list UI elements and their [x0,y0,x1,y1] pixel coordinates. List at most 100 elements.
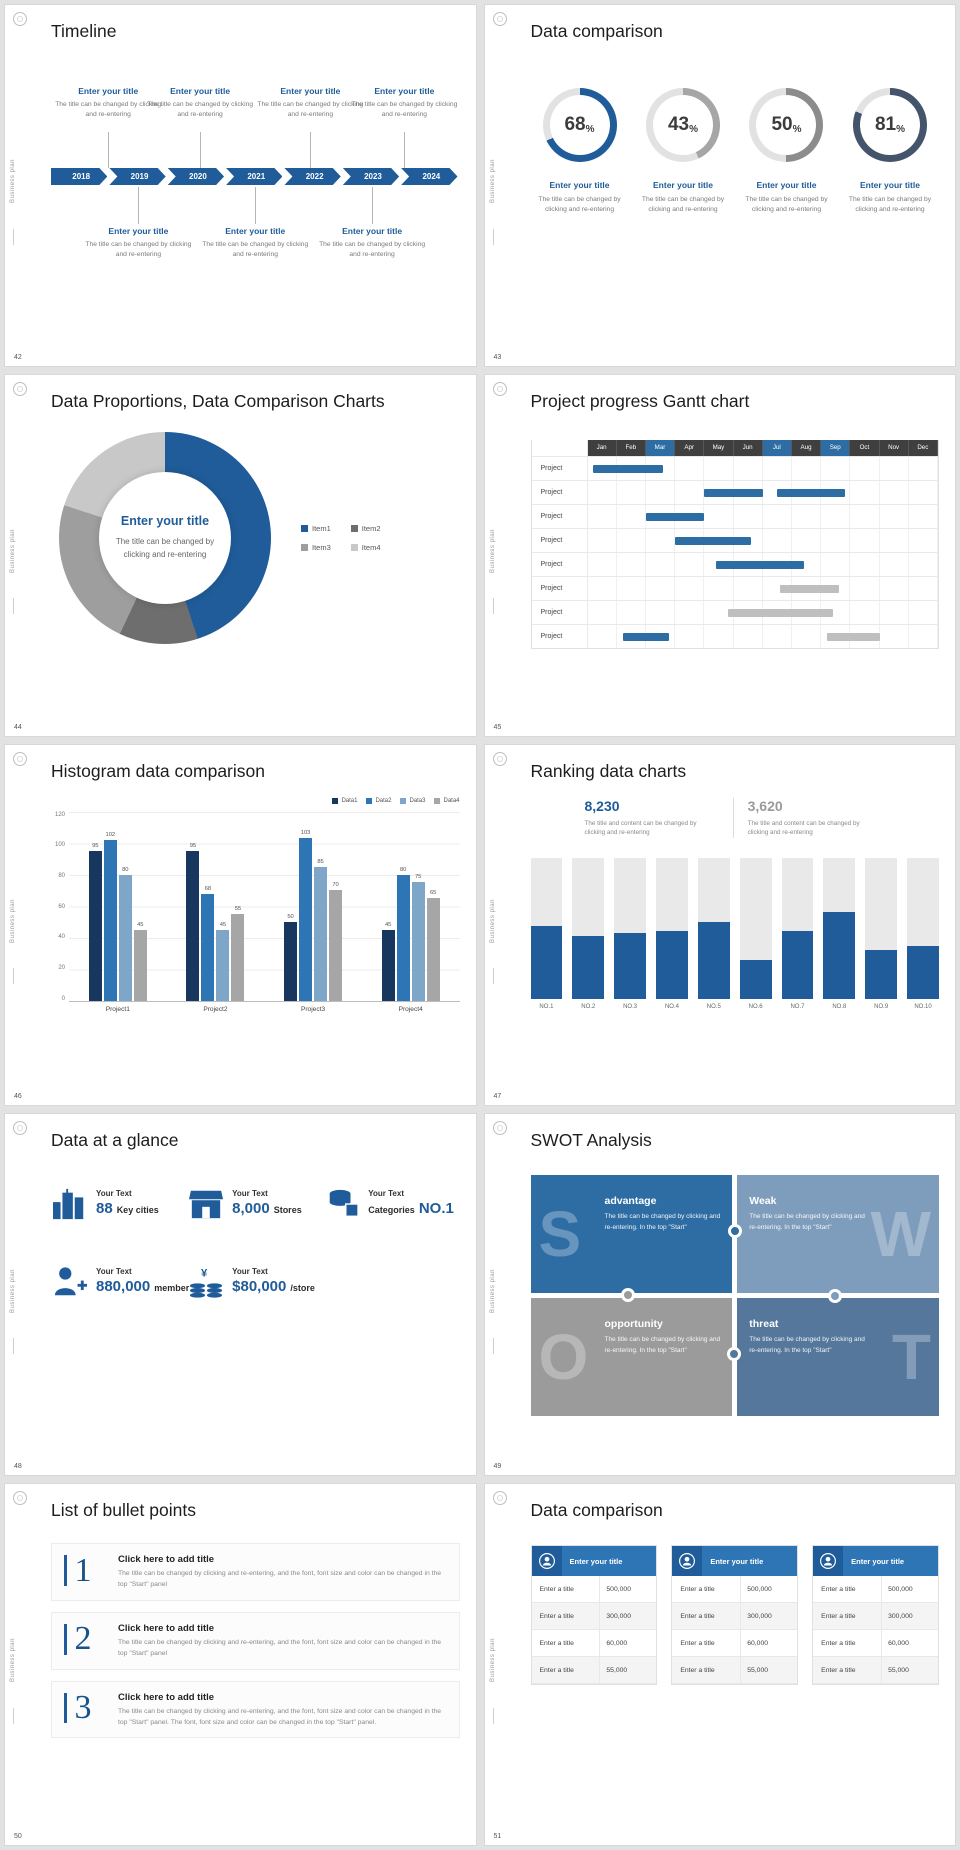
gantt-track [588,552,939,576]
stat-item: ¥ Your Text $80,000/store [187,1265,323,1299]
legend-item: Item2 [350,523,381,533]
table-row: Enter a title 300,000 [531,1603,657,1631]
bar: 65 [426,890,440,1001]
gantt-chart: Jan Feb Mar Apr May Jun Jul Aug Sep Oct Nov Dec Pro… [530,439,939,649]
slide-51-data-tables[interactable]: Business plan Data comparison Enter your… [483,1483,956,1846]
money-icon: ¥ [190,1268,223,1299]
stat-label: Your Text [368,1189,404,1199]
gantt-bar [622,632,670,641]
gantt-bar [827,632,880,641]
ring-suffix: % [585,123,595,135]
swot-title: Weak [749,1195,777,1208]
logo-icon [492,381,507,396]
donut-body: The title can be changed by clicking and… [115,537,215,560]
timeline-item: Enter your title The title can be change… [257,86,363,121]
connector-line [200,132,202,168]
slide-50-bullet-list[interactable]: Business plan List of bullet points 1 Cl… [4,1483,477,1846]
sidebar-rule [13,228,14,245]
svg-text:¥: ¥ [201,1268,208,1280]
page-title: List of bullet points [51,1500,196,1521]
page-title: Data at a glance [51,1130,179,1151]
stat-unit: /store [290,1283,315,1294]
data-card: Enter your title Enter a title 500,000 Ent… [671,1545,799,1686]
legend-item: Data4 [434,797,460,804]
list-item: 2 Click here to add title The title can … [51,1611,460,1670]
slide-45-gantt[interactable]: Business plan Project progress Gantt cha… [483,373,956,737]
sidebar-text: Business plan [489,159,496,204]
stat-value: NO.1 [418,1200,454,1218]
ranking-column: NO.9 [865,858,898,1010]
sidebar-rule [492,228,494,245]
row-value: 60,000 [881,1630,938,1657]
ring-value: 50 [771,114,793,135]
swot-letter: T [891,1321,931,1394]
stat-block: 8,230 The title and content can be chang… [571,798,733,839]
ranking-column: NO.5 [697,858,730,1011]
category-label: NO.5 [706,1004,721,1011]
row-label: Enter a title [821,1612,856,1620]
slide-48-data-glance[interactable]: Business plan Data at a glance Your Text… [4,1113,477,1477]
list-item: 3 Click here to add title The title can … [51,1680,460,1739]
timeline-item-title: Enter your title [170,86,231,96]
page-title: Data comparison [530,21,663,41]
gantt-bar [704,488,763,497]
swot-title: advantage [604,1195,657,1208]
gantt-track [588,456,939,480]
legend-label: Data3 [409,797,426,804]
slide-49-swot[interactable]: Business plan SWOT Analysis S advantage … [483,1113,956,1477]
donut-chart: Enter your title The title can be change… [59,431,271,644]
timeline-item-body: The title can be changed by clicking and… [85,241,192,259]
ranking-track [781,858,814,1000]
card-header-title: Enter your title [851,1556,905,1566]
bar: 85 [314,859,328,1001]
person-badge-icon [813,1546,844,1577]
category-label: Project4 [398,1005,423,1013]
swot-letter: W [870,1198,931,1271]
logo-icon [13,751,27,766]
row-value: 60,000 [599,1630,656,1657]
category-label: NO.8 [832,1004,847,1011]
gantt-track [588,504,939,528]
slide-46-histogram[interactable]: Business plan Histogram data comparison … [4,743,477,1107]
year-chip: 2022 [284,168,340,185]
member-icon [54,1267,87,1296]
page-title: Data Proportions, Data Comparison Charts [51,390,385,411]
category-label: Project2 [203,1005,228,1013]
ring-value: 81 [874,114,897,135]
y-tick: 0 [61,995,65,1002]
stat-block: 3,620 The title and content can be chang… [732,797,895,839]
legend-item: Item4 [350,543,381,552]
table-row: Enter a title 60,000 [531,1630,657,1658]
swot-letter: S [538,1198,582,1271]
gantt-month-cell: Mar [645,439,676,456]
ring-title: Enter your title [859,180,920,190]
slide-43-data-comparison[interactable]: Business plan Data comparison 68% Enter … [483,4,956,367]
slide-44-data-proportions[interactable]: Business plan Data Proportions, Data Com… [4,373,477,737]
bar: 75 [411,874,425,1001]
swot-body: The title can be changed by clicking and… [749,1336,865,1354]
ranking-track [865,858,898,1000]
y-tick: 20 [58,964,65,971]
table-row: Enter a title 500,000 [672,1576,798,1604]
table-row: Enter a title 500,000 [531,1576,657,1604]
legend-swatch [400,797,407,804]
legend-swatch [366,797,373,804]
slide-42-timeline[interactable]: Business plan Timeline Enter your title … [4,4,477,367]
legend-label: Item2 [361,523,381,533]
stat-item: Your Text 88 Key cities [51,1187,187,1221]
data-card: Enter your title Enter a title 500,000 Ent… [812,1545,939,1686]
category-label: NO.4 [664,1004,679,1011]
bullet-number: 3 [74,1689,92,1727]
gantt-month-cell: May [704,439,734,456]
slide-47-ranking[interactable]: Business plan Ranking data charts 8,230 … [483,743,956,1107]
ranking-track [656,858,688,1000]
stat-unit: Key cities [116,1205,159,1216]
timeline-item: Enter your title The title can be change… [55,86,161,121]
legend-label: Data1 [341,797,358,804]
row-label: Enter a title [539,1585,574,1593]
ranking-track [823,858,856,1000]
y-tick: 120 [54,811,65,818]
logo-icon [492,1121,507,1136]
year-chip: 2019 [109,168,165,185]
ranking-fill [614,932,647,1000]
